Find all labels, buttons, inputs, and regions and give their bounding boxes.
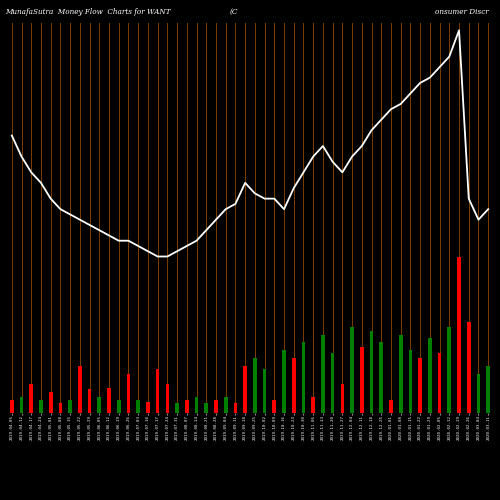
- Bar: [20, 397, 24, 412]
- Bar: [49, 392, 52, 412]
- Bar: [78, 366, 82, 412]
- Bar: [467, 322, 470, 412]
- Bar: [370, 332, 374, 412]
- Bar: [302, 342, 306, 412]
- Bar: [98, 397, 101, 412]
- Bar: [389, 400, 393, 412]
- Bar: [262, 369, 266, 412]
- Bar: [380, 342, 383, 412]
- Bar: [146, 402, 150, 412]
- Bar: [486, 366, 490, 412]
- Bar: [39, 400, 43, 412]
- Bar: [117, 400, 120, 412]
- Bar: [340, 384, 344, 412]
- Text: onsumer Discr: onsumer Discr: [435, 8, 489, 16]
- Bar: [244, 366, 247, 412]
- Bar: [321, 334, 325, 412]
- Bar: [360, 347, 364, 412]
- Bar: [224, 397, 228, 412]
- Bar: [399, 334, 402, 412]
- Bar: [312, 397, 315, 412]
- Bar: [136, 400, 140, 412]
- Bar: [175, 403, 179, 412]
- Bar: [476, 374, 480, 412]
- Bar: [166, 384, 169, 412]
- Bar: [204, 403, 208, 412]
- Bar: [282, 350, 286, 412]
- Bar: [68, 400, 72, 412]
- Bar: [30, 384, 33, 412]
- Bar: [438, 353, 442, 412]
- Bar: [428, 338, 432, 412]
- Text: MunafaSutra  Money Flow  Charts for WANT: MunafaSutra Money Flow Charts for WANT: [5, 8, 170, 16]
- Bar: [418, 358, 422, 412]
- Bar: [10, 400, 14, 412]
- Bar: [156, 369, 160, 412]
- Bar: [331, 353, 334, 412]
- Bar: [457, 256, 461, 412]
- Bar: [350, 326, 354, 412]
- Bar: [107, 388, 111, 412]
- Bar: [214, 400, 218, 412]
- Bar: [253, 358, 256, 412]
- Bar: [194, 397, 198, 412]
- Bar: [185, 400, 188, 412]
- Bar: [272, 400, 276, 412]
- Bar: [234, 403, 237, 412]
- Text: (C: (C: [230, 8, 238, 16]
- Bar: [126, 374, 130, 412]
- Bar: [58, 403, 62, 412]
- Bar: [408, 350, 412, 412]
- Bar: [448, 326, 451, 412]
- Bar: [292, 358, 296, 412]
- Bar: [88, 389, 92, 412]
